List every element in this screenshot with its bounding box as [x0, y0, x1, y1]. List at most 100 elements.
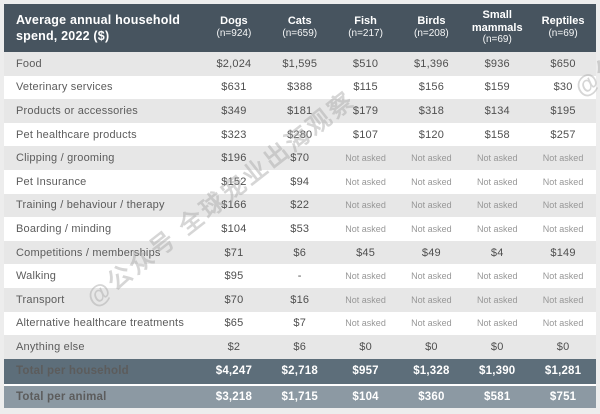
- cell-value: Not asked: [398, 287, 465, 312]
- row-label: Clipping / grooming: [4, 146, 201, 170]
- table-row-veterinary-services: Veterinary services $631 $388 $115 $156 $159 $…: [4, 75, 596, 100]
- cell-value: Not asked: [530, 311, 596, 336]
- cell-value: $936: [464, 52, 531, 76]
- column-header-dogs: Dogs (n=924): [201, 4, 267, 52]
- cell-value: Not asked: [464, 264, 531, 288]
- cell-value: $650: [530, 52, 596, 76]
- cell-value: $6: [266, 240, 333, 265]
- table-row-pet-insurance: Pet Insurance $152 $94 Not asked Not asked No…: [4, 169, 596, 194]
- cell-value: $280: [266, 122, 333, 147]
- row-label: Total per household: [4, 358, 201, 385]
- cell-value: $323: [201, 122, 267, 147]
- table-row-food: Food $2,024 $1,595 $510 $1,396 $936 $650: [4, 52, 596, 76]
- cell-value: Not asked: [530, 193, 596, 218]
- cell-value: $104: [201, 217, 267, 241]
- cell-value: Not asked: [464, 217, 531, 241]
- column-header-cats: Cats (n=659): [266, 4, 333, 52]
- cell-value: $1,390: [464, 358, 531, 385]
- cell-value: $65: [201, 311, 267, 336]
- cell-value: $318: [398, 99, 465, 123]
- cell-value: $181: [266, 99, 333, 123]
- column-sample-size: (n=924): [216, 28, 252, 40]
- table-row-products-or-accessories: Products or accessories $349 $181 $179 $318 $…: [4, 99, 596, 123]
- cell-value: $70: [201, 287, 267, 312]
- cell-value: $0: [332, 335, 399, 359]
- row-label: Walking: [4, 264, 201, 288]
- cell-value: $195: [530, 99, 596, 123]
- row-label: Total per animal: [4, 383, 201, 408]
- cell-value: $107: [332, 122, 399, 147]
- cell-value: $0: [530, 335, 596, 359]
- row-label: Anything else: [4, 335, 201, 359]
- column-sample-size: (n=208): [414, 28, 449, 40]
- cell-value: $2: [201, 335, 267, 359]
- cell-value: Not asked: [464, 169, 531, 194]
- cell-value: Not asked: [398, 193, 465, 218]
- cell-value: $158: [464, 122, 531, 147]
- column-name: Fish: [354, 15, 377, 28]
- cell-value: $360: [398, 383, 465, 408]
- cell-value: $7: [266, 311, 333, 336]
- cell-value: $2,718: [266, 358, 333, 385]
- cell-value: $349: [201, 99, 267, 123]
- cell-value: $1,281: [530, 358, 596, 385]
- row-label: Pet healthcare products: [4, 122, 201, 147]
- column-sample-size: (n=69): [548, 28, 578, 40]
- cell-value: $53: [266, 217, 333, 241]
- cell-value: $4,247: [201, 358, 267, 385]
- cell-value: $1,396: [398, 52, 465, 76]
- cell-value: $1,595: [266, 52, 333, 76]
- cell-value: $1,715: [266, 383, 333, 408]
- table-row-walking: Walking $95- Not asked Not asked Not asked No…: [4, 264, 596, 288]
- table-row-competitions-memberships: Competitions / memberships $71 $6 $45 $49 $4 $…: [4, 240, 596, 265]
- cell-value: Not asked: [398, 264, 465, 288]
- cell-value: $510: [332, 52, 399, 76]
- row-label: Pet Insurance: [4, 169, 201, 194]
- row-label: Alternative healthcare treatments: [4, 311, 201, 336]
- cell-value: $70: [266, 146, 333, 170]
- cell-value: Not asked: [332, 169, 399, 194]
- table-title: Average annual household spend, 2022 ($): [4, 4, 201, 52]
- column-name: Cats: [287, 15, 312, 28]
- cell-value: $581: [464, 383, 531, 408]
- column-name: Small mammals: [471, 9, 523, 34]
- cell-value: Not asked: [530, 264, 596, 288]
- cell-value: $3,218: [201, 383, 267, 408]
- column-sample-size: (n=217): [348, 28, 383, 40]
- cell-value: Not asked: [530, 287, 596, 312]
- cell-value: Not asked: [332, 287, 399, 312]
- cell-value: $30: [530, 75, 596, 100]
- cell-value: $159: [464, 75, 531, 100]
- row-label: Transport: [4, 287, 201, 312]
- table-row-training-behaviour-therapy: Training / behaviour / therapy $166 $22 Not…: [4, 193, 596, 218]
- table-row-pet-healthcare-products: Pet healthcare products $323 $280 $107 $120 $…: [4, 122, 596, 147]
- cell-value: Not asked: [332, 264, 399, 288]
- column-header-fish: Fish (n=217): [332, 4, 399, 52]
- table-row-alternative-healthcare-treatments: Alternative healthcare treatments $65 $7 No…: [4, 311, 596, 336]
- cell-value: $631: [201, 75, 267, 100]
- cell-value: $152: [201, 169, 267, 194]
- total-row-total-per-animal: Total per animal $3,218 $1,715 $104 $360 $581…: [4, 383, 596, 408]
- cell-value: $0: [398, 335, 465, 359]
- cell-value: $134: [464, 99, 531, 123]
- cell-value: $104: [332, 383, 399, 408]
- cell-value: -: [266, 264, 333, 288]
- cell-value: $196: [201, 146, 267, 170]
- column-sample-size: (n=659): [282, 28, 318, 40]
- column-header-small-mammals: Small mammals (n=69): [464, 4, 531, 52]
- cell-value: $388: [266, 75, 333, 100]
- cell-value: Not asked: [398, 169, 465, 194]
- column-header-birds: Birds (n=208): [398, 4, 465, 52]
- row-label: Boarding / minding: [4, 217, 201, 241]
- cell-value: $0: [464, 335, 531, 359]
- cell-value: $751: [530, 383, 596, 408]
- cell-value: Not asked: [464, 287, 531, 312]
- cell-value: Not asked: [464, 193, 531, 218]
- cell-value: Not asked: [332, 217, 399, 241]
- column-header-reptiles: Reptiles (n=69): [530, 4, 596, 52]
- cell-value: Not asked: [398, 217, 465, 241]
- cell-value: $149: [530, 240, 596, 265]
- column-sample-size: (n=69): [482, 34, 512, 46]
- cell-value: $94: [266, 169, 333, 194]
- column-name: Birds: [417, 15, 446, 28]
